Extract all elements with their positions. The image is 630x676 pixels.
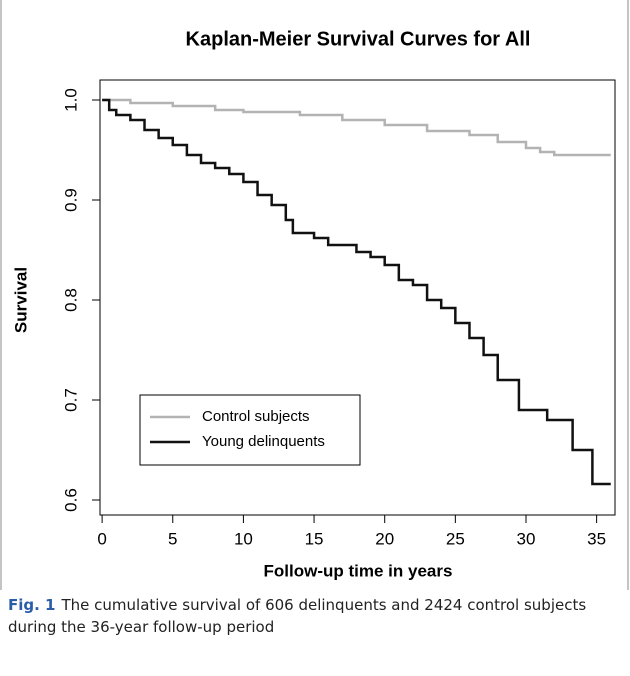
- caption-text: The cumulative survival of 606 delinquen…: [8, 596, 587, 636]
- legend-label: Control subjects: [202, 408, 310, 425]
- y-tick-label: 1.0: [61, 88, 80, 112]
- survival-line: [102, 98, 611, 486]
- x-tick-label: 30: [517, 529, 536, 548]
- chart-title: Kaplan-Meier Survival Curves for All: [186, 28, 531, 50]
- y-axis-label: Survival: [11, 267, 30, 333]
- x-tick-label: 15: [305, 529, 324, 548]
- x-tick-label: 10: [234, 529, 253, 548]
- y-tick-label: 0.7: [61, 388, 80, 412]
- caption-label: Fig. 1: [8, 596, 56, 614]
- legend-label: Young delinquents: [202, 433, 325, 450]
- x-tick-label: 25: [446, 529, 465, 548]
- caption: Fig. 1 The cumulative survival of 606 del…: [8, 594, 608, 638]
- x-tick-label: 35: [587, 529, 606, 548]
- plot-box: [99, 79, 616, 516]
- x-tick-label: 20: [375, 529, 394, 548]
- survival-line: [102, 98, 611, 157]
- x-axis-label: Follow-up time in years: [264, 561, 453, 580]
- legend-box: [139, 394, 361, 466]
- y-tick-label: 0.6: [61, 488, 80, 512]
- y-tick-label: 0.8: [61, 288, 80, 312]
- x-tick-label: 5: [168, 529, 177, 548]
- x-tick-label: 0: [97, 529, 106, 548]
- chart: Kaplan-Meier Survival Curves for All Fol…: [0, 0, 629, 590]
- y-tick-label: 0.9: [61, 188, 80, 212]
